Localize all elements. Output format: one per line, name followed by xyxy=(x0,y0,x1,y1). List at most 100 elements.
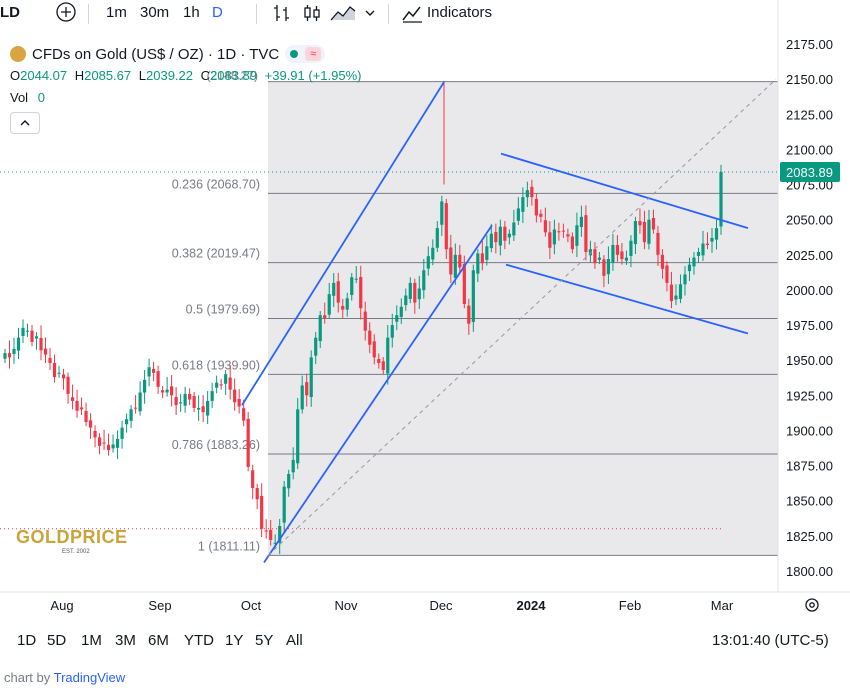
settings-gear-icon[interactable] xyxy=(805,598,819,612)
price-chart[interactable]: (2148.27) 0.236 (2068.70) 0.382 (2019.47) 0… xyxy=(0,0,850,625)
candle-body xyxy=(363,311,367,331)
range-5y[interactable]: 5Y xyxy=(255,632,274,649)
candle-body xyxy=(142,379,147,393)
range-5d[interactable]: 5D xyxy=(47,632,67,649)
candle-body xyxy=(174,396,178,406)
candle-body xyxy=(359,276,363,309)
symbol-search[interactable]: LD xyxy=(0,4,20,21)
area-chart-icon[interactable] xyxy=(330,3,356,27)
candle-body xyxy=(323,315,327,319)
candle-body xyxy=(52,362,57,378)
range-1m[interactable]: 1M xyxy=(81,632,102,649)
candle-body xyxy=(548,232,552,248)
candle-body xyxy=(102,442,106,444)
bar-chart-icon[interactable] xyxy=(272,3,292,27)
candle-body xyxy=(12,348,16,354)
candle-body xyxy=(188,393,192,400)
range-6m[interactable]: 6M xyxy=(148,632,169,649)
logo-brand: GOLDPRICE xyxy=(16,527,128,547)
candle-body xyxy=(278,525,282,543)
candle-body xyxy=(624,257,629,261)
candle-body xyxy=(534,198,538,216)
candle-body xyxy=(701,243,705,256)
indicators-icon[interactable] xyxy=(401,3,423,27)
symbol-title: CFDs on Gold (US$ / OZ) · 1D · TVC xyxy=(32,45,280,63)
candle-body xyxy=(224,374,228,384)
candle-body xyxy=(602,259,606,276)
candle-body xyxy=(665,265,669,283)
price-tick-label: 1925.00 xyxy=(786,388,833,403)
range-3m[interactable]: 3M xyxy=(115,632,136,649)
candle-body xyxy=(260,495,264,529)
close-value: 2083.89 xyxy=(210,68,258,83)
candle-body xyxy=(129,409,133,421)
candle-body xyxy=(458,254,462,268)
candle-body xyxy=(575,225,579,246)
footer-credit[interactable]: chart by TradingView xyxy=(4,670,126,685)
time-tick-label: Feb xyxy=(619,598,641,613)
candle-body xyxy=(124,419,129,425)
candle-body xyxy=(395,315,399,322)
interval-1m[interactable]: 1m xyxy=(106,4,127,21)
candle-body xyxy=(377,359,381,363)
time-tick-label: Nov xyxy=(334,598,358,613)
candle-body xyxy=(678,284,683,299)
candle-body xyxy=(341,305,345,310)
candle-body xyxy=(30,330,34,342)
candle-body xyxy=(66,376,70,394)
legend-title-row: CFDs on Gold (US$ / OZ) · 1D · TVC ≈ xyxy=(10,45,326,63)
candle-body xyxy=(251,470,255,489)
fib-level-label: 0.618 (1939.90) xyxy=(172,358,260,372)
candle-body xyxy=(273,542,277,544)
candle-body xyxy=(593,249,597,264)
candle-body xyxy=(233,389,237,403)
candle-body xyxy=(489,233,493,249)
candle-body xyxy=(170,386,174,396)
candle-body xyxy=(93,430,97,438)
candle-body xyxy=(79,407,84,410)
candle-body xyxy=(314,337,318,356)
candle-body xyxy=(422,270,426,291)
interval-1h[interactable]: 1h xyxy=(183,4,200,21)
indicators-button[interactable]: Indicators xyxy=(427,4,493,21)
candle-chart-icon[interactable] xyxy=(302,3,322,27)
candle-body xyxy=(557,231,561,233)
interval-30m[interactable]: 30m xyxy=(140,4,170,21)
candle-body xyxy=(61,374,66,379)
candle-body xyxy=(570,236,574,250)
gold-symbol-icon xyxy=(10,46,26,62)
time-tick-label: Aug xyxy=(50,598,73,613)
candle-body xyxy=(399,306,403,317)
clock[interactable]: 13:01:40 (UTC-5) xyxy=(712,632,829,649)
range-1d[interactable]: 1D xyxy=(17,632,37,649)
candle-body xyxy=(97,437,102,446)
candle-body xyxy=(656,232,660,255)
candle-body xyxy=(7,353,12,358)
candle-body xyxy=(710,237,714,242)
candle-body xyxy=(152,368,156,373)
candle-body xyxy=(201,406,205,413)
candle-body xyxy=(615,244,620,255)
range-all[interactable]: All xyxy=(286,632,303,649)
candle-body xyxy=(494,232,498,243)
candle-body xyxy=(674,295,678,300)
gear-ring xyxy=(805,598,819,612)
range-1y[interactable]: 1Y xyxy=(225,632,244,649)
candle-body xyxy=(115,438,120,448)
candle-body xyxy=(156,371,160,387)
candle-body xyxy=(561,230,565,232)
candle-body xyxy=(372,341,376,358)
candle-body xyxy=(597,257,602,260)
candle-body xyxy=(215,382,219,388)
candle-body xyxy=(106,444,111,451)
range-ytd[interactable]: YTD xyxy=(184,632,214,649)
add-symbol-icon[interactable] xyxy=(56,2,76,26)
chevron-down-icon[interactable] xyxy=(364,6,376,23)
candle-body xyxy=(84,411,88,422)
interval-d[interactable]: D xyxy=(212,4,223,21)
price-tick-label: 2125.00 xyxy=(786,107,833,122)
time-tick-label: Dec xyxy=(429,598,453,613)
candle-body xyxy=(269,529,273,541)
collapse-legend-button[interactable] xyxy=(10,112,40,134)
candle-body xyxy=(16,337,21,351)
